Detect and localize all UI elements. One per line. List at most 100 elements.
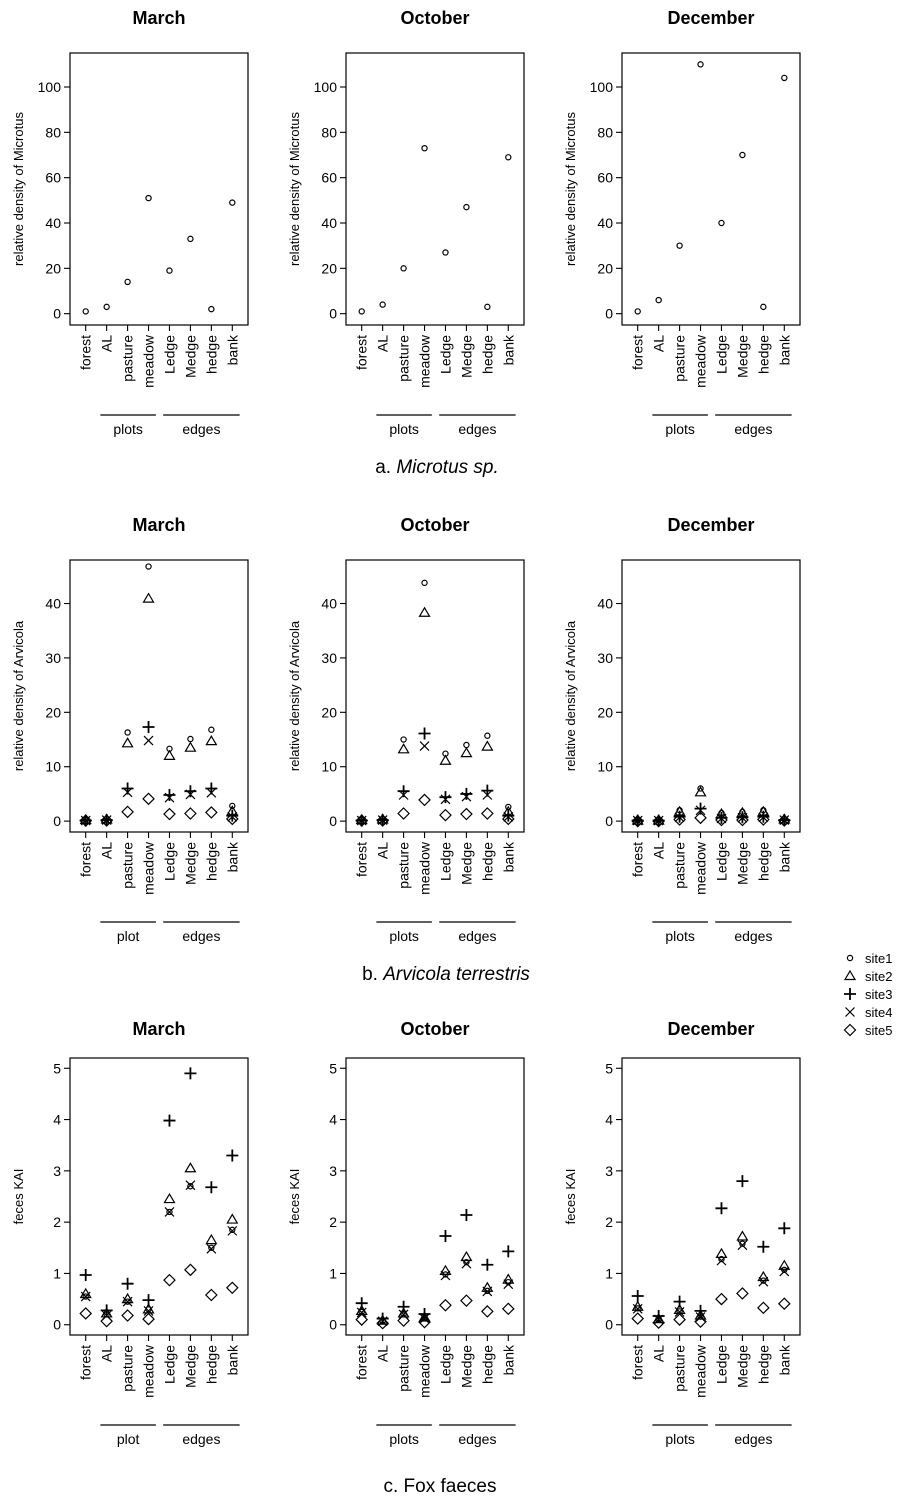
x-tick-label: Medge — [458, 1345, 474, 1388]
plot-frame — [69, 1057, 249, 1336]
x-tick-label: forest — [354, 1345, 370, 1380]
data-point — [122, 1296, 133, 1307]
data-point — [205, 1233, 218, 1245]
data-point — [376, 1312, 389, 1325]
x-tick-label: Ledge — [161, 1345, 177, 1384]
panel-2-1: March 0 10 20 30 40 relative density of Arvico… — [11, 515, 249, 944]
x-tick-label: meadow — [417, 334, 433, 388]
y-tick-label: 60 — [45, 170, 61, 186]
x-tick-label: pasture — [396, 842, 412, 889]
data-point — [145, 563, 152, 570]
x-tick-label: Medge — [734, 842, 750, 885]
data-point — [100, 814, 113, 827]
data-point — [674, 812, 685, 823]
data-point — [226, 1149, 239, 1162]
data-point — [145, 194, 152, 202]
data-point — [143, 1305, 154, 1316]
data-point — [355, 1297, 368, 1310]
series-circle — [82, 194, 236, 315]
y-tick-label: 3 — [53, 1163, 61, 1179]
data-point — [694, 786, 707, 797]
x-tick-label: pasture — [672, 1345, 688, 1392]
legend-label: site3 — [865, 987, 892, 1002]
x-tick-label: hedge — [203, 842, 219, 881]
panel-1-3: December 0 20 40 60 80 100 relative density of … — [563, 8, 801, 437]
group-label: edges — [182, 421, 220, 437]
x-tick-label: meadow — [693, 1344, 709, 1398]
data-point — [124, 1298, 131, 1305]
data-point — [163, 1192, 176, 1204]
group-label: plots — [389, 928, 419, 944]
x-tick-label: AL — [375, 1345, 391, 1362]
data-point — [419, 1313, 430, 1324]
data-point — [358, 308, 365, 315]
x-tick-label: forest — [630, 335, 646, 370]
x-tick-label: bank — [776, 841, 792, 872]
y-tick-label: 2 — [605, 1214, 613, 1230]
y-tick-label: 1 — [329, 1265, 337, 1281]
x-tick-label: meadow — [141, 841, 157, 895]
data-point — [184, 1263, 197, 1277]
x-tick-label: meadow — [141, 334, 157, 388]
legend: site1 site2 site3 site4 site5 — [843, 951, 892, 1038]
x-tick-label: bank — [224, 1344, 240, 1375]
data-point — [419, 741, 430, 751]
data-point — [757, 1301, 770, 1315]
panel-2-3: December 0 10 20 30 40 relative density of Arv… — [563, 515, 801, 944]
data-point — [439, 791, 452, 804]
data-point — [187, 235, 194, 243]
data-point — [777, 1297, 791, 1311]
data-point — [482, 790, 493, 800]
data-point — [673, 1295, 686, 1308]
data-point — [463, 203, 470, 211]
x-tick-label: bank — [224, 334, 240, 365]
panel-title: December — [667, 8, 754, 28]
data-point — [631, 814, 645, 828]
x-tick-label: Medge — [182, 335, 198, 378]
data-point — [460, 1208, 473, 1221]
data-point — [184, 741, 197, 752]
data-point — [121, 1277, 134, 1290]
data-point — [760, 303, 767, 311]
x-tick-label: Medge — [458, 335, 474, 378]
x-tick-label: forest — [78, 842, 94, 877]
data-point — [697, 785, 704, 792]
data-point — [673, 1313, 686, 1326]
x-tick-label: hedge — [203, 335, 219, 374]
data-point — [505, 154, 512, 161]
data-point — [163, 789, 176, 802]
data-point — [736, 1175, 749, 1188]
legend-entry: site3 — [844, 987, 892, 1002]
data-point — [421, 144, 428, 152]
data-point — [777, 814, 791, 827]
data-point — [208, 726, 215, 733]
x-tick-label: meadow — [693, 334, 709, 388]
data-point — [355, 1313, 369, 1326]
data-point — [634, 1305, 641, 1312]
data-point — [418, 727, 431, 740]
data-point — [164, 1206, 175, 1217]
group-label: plots — [113, 421, 143, 437]
data-point — [697, 61, 704, 68]
x-tick-label: hedge — [755, 1345, 771, 1384]
data-point — [757, 813, 770, 826]
y-tick-label: 20 — [597, 260, 613, 276]
y-tick-label: 0 — [329, 813, 337, 829]
y-tick-label: 5 — [329, 1060, 337, 1076]
panel-title: March — [132, 8, 185, 28]
series-site2 — [79, 1162, 239, 1318]
x-tick-label: hedge — [479, 842, 495, 881]
y-tick-label: 100 — [38, 79, 62, 95]
legend-entry: site2 — [843, 969, 892, 984]
x-tick-label: bank — [776, 1344, 792, 1375]
data-point — [439, 1264, 452, 1275]
data-point — [502, 809, 515, 822]
x-tick-label: AL — [99, 842, 115, 859]
x-tick-label: hedge — [479, 1345, 495, 1384]
y-tick-label: 60 — [321, 170, 337, 186]
data-point — [694, 811, 707, 825]
data-point — [379, 301, 386, 308]
data-point — [208, 305, 215, 313]
panel-title: October — [400, 8, 469, 28]
